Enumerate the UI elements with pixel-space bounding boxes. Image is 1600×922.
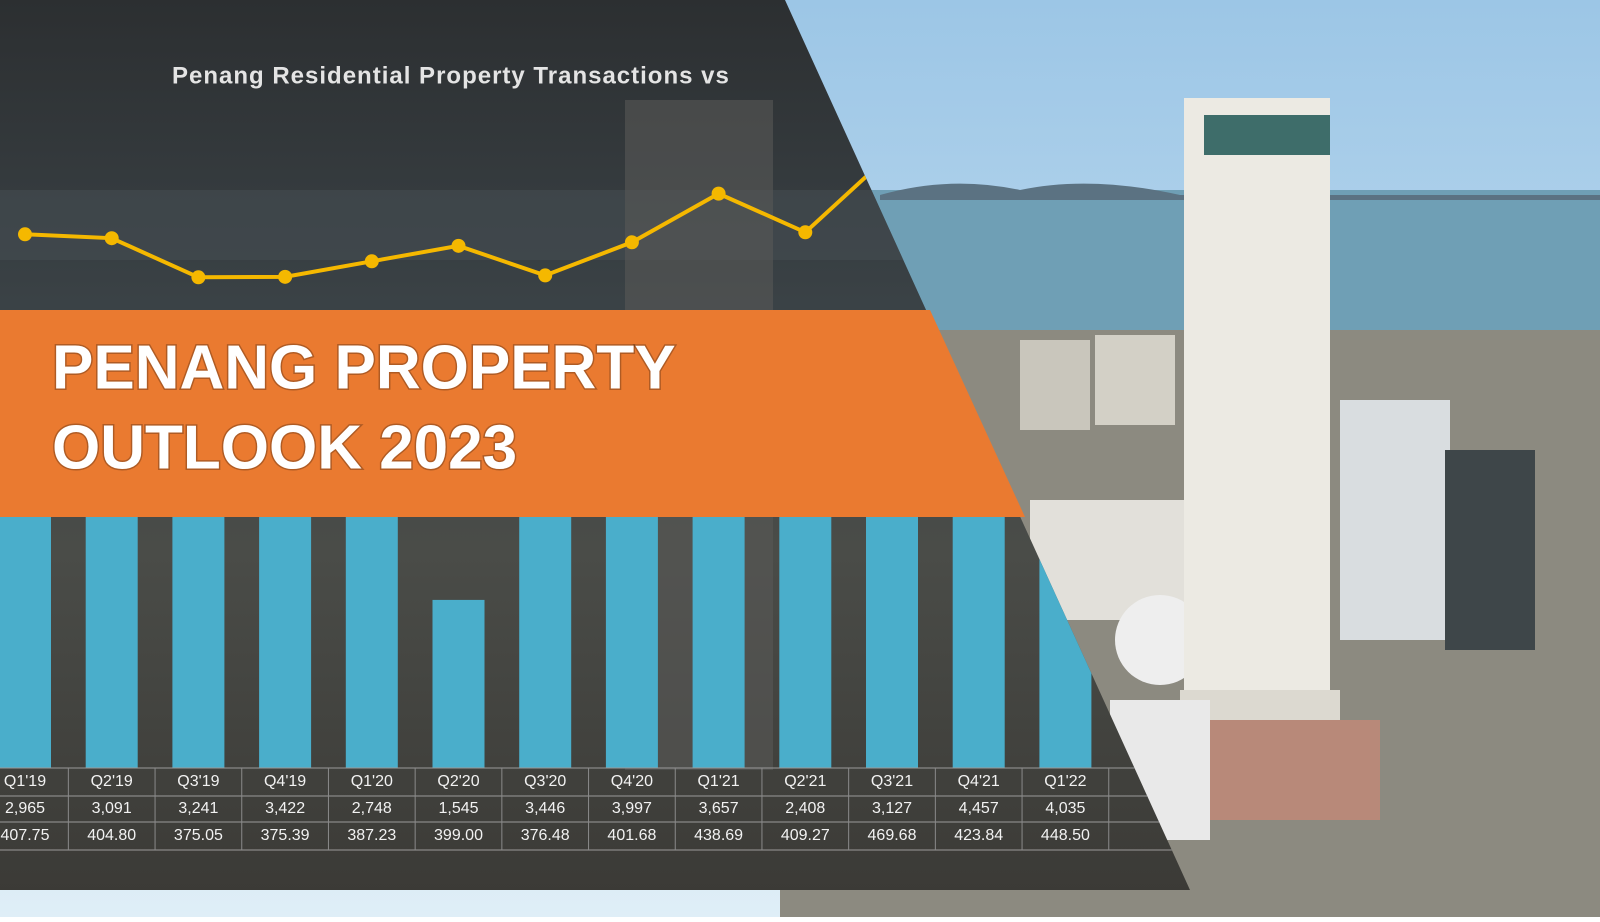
x-tick-label: Q4'21 bbox=[958, 773, 1000, 790]
price-point bbox=[18, 227, 32, 242]
table-value: 4,457 bbox=[959, 800, 999, 817]
table-value: 3,422 bbox=[265, 800, 305, 817]
table-value: 3,127 bbox=[872, 800, 912, 817]
x-tick-label: Q2'20 bbox=[437, 773, 479, 790]
table-value: 401.68 bbox=[607, 827, 656, 844]
x-tick-label: Q3'21 bbox=[871, 773, 913, 790]
table-value: 3,446 bbox=[525, 800, 565, 817]
table-value: 387.23 bbox=[347, 827, 396, 844]
table-value: 2,965 bbox=[5, 800, 45, 817]
banner-title-line: PENANG PROPERTY bbox=[52, 333, 676, 402]
table-value: 399.00 bbox=[434, 827, 483, 844]
table-value: 4,035 bbox=[1045, 800, 1085, 817]
price-point bbox=[191, 270, 206, 285]
table-value: 3,657 bbox=[699, 800, 739, 817]
table-value: 469.68 bbox=[868, 827, 917, 844]
x-tick-label: Q3'20 bbox=[524, 773, 566, 790]
table-value: 3,997 bbox=[612, 800, 652, 817]
x-tick-label: Q1'20 bbox=[351, 773, 393, 790]
table-value: 448.50 bbox=[1041, 827, 1090, 844]
table-value: 375.39 bbox=[261, 827, 310, 844]
price-point bbox=[624, 235, 639, 250]
table-value: 423.84 bbox=[954, 827, 1003, 844]
price-point bbox=[538, 268, 553, 283]
banner bbox=[0, 310, 1025, 517]
price-point bbox=[364, 254, 379, 269]
x-tick-label: Q1'22 bbox=[1044, 773, 1086, 790]
chart-title: Penang Residential Property Transactions… bbox=[172, 62, 730, 89]
table-value: 1,545 bbox=[438, 800, 478, 817]
table-value: 404.80 bbox=[87, 827, 136, 844]
x-tick-label: Q2'21 bbox=[784, 773, 826, 790]
price-point bbox=[104, 231, 119, 246]
x-tick-label: Q1'21 bbox=[697, 773, 739, 790]
table-value: 376.48 bbox=[521, 827, 570, 844]
table-value: 3,241 bbox=[178, 800, 218, 817]
price-point bbox=[711, 186, 726, 201]
table-value: 409.27 bbox=[781, 827, 830, 844]
price-point bbox=[798, 225, 813, 240]
table-value: 438.69 bbox=[694, 827, 743, 844]
banner-title-line: OUTLOOK 2023 bbox=[52, 413, 517, 482]
plot: Q1'19 2,965 407.75 Q2'19 3,091 404.80 Q3'19 3,2… bbox=[0, 145, 1190, 851]
table-value: 2,748 bbox=[352, 800, 392, 817]
x-tick-label: Q4'19 bbox=[264, 773, 306, 790]
x-tick-label: Q2'19 bbox=[91, 773, 133, 790]
x-tick-label: Q3'19 bbox=[177, 773, 219, 790]
table-value: 2,408 bbox=[785, 800, 825, 817]
bar bbox=[779, 506, 832, 768]
bar bbox=[432, 599, 485, 768]
price-point bbox=[278, 269, 293, 284]
x-tick-label: Q1'19 bbox=[4, 773, 46, 790]
table-value: 375.05 bbox=[174, 827, 223, 844]
x-tick-label: Q4'20 bbox=[611, 773, 653, 790]
table-value: 3,091 bbox=[92, 800, 132, 817]
bar bbox=[345, 469, 398, 768]
price-point bbox=[451, 238, 466, 253]
table-value: 407.75 bbox=[1, 827, 50, 844]
